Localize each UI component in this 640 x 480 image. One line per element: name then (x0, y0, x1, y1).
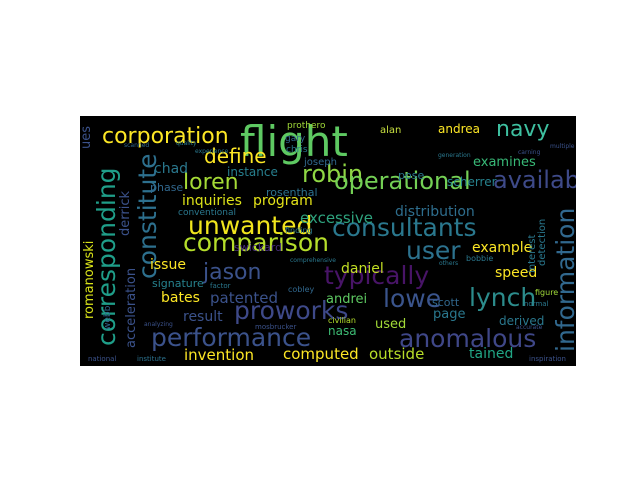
word-webb: webb (103, 305, 113, 330)
word-others: others (439, 260, 458, 267)
word-lynch: lynch (469, 283, 536, 312)
word-mosbrucker: mosbrucker (255, 323, 296, 331)
word-performance: performance (151, 323, 311, 352)
word-analyzing: analyzing (144, 321, 173, 328)
word-prothero: prothero (287, 121, 326, 131)
word-ues: ues (80, 126, 94, 149)
word-define: define (204, 144, 267, 168)
word-inquiries: inquiries (182, 193, 242, 209)
word-scanned: scanned (124, 142, 149, 149)
word-tained: tained (469, 346, 513, 362)
word-andrei: andrei (326, 292, 367, 307)
word-outside: outside (369, 345, 424, 363)
word-cloud-canvas: flight corporation navy andrea alan prothero d… (80, 117, 576, 364)
word-typically: typically (324, 261, 429, 290)
word-pose: pose (398, 169, 424, 182)
word-navy: navy (496, 117, 549, 142)
word-nasa: nasa (328, 324, 357, 338)
word-used: used (375, 317, 406, 332)
word-comparison: comparison (183, 228, 329, 257)
word-derrick: derrick (118, 191, 133, 236)
word-gary: gary (285, 134, 306, 144)
word-cloud: flight corporation navy andrea alan prothero d… (80, 116, 576, 366)
word-loren: loren (183, 170, 239, 195)
word-daniel: daniel (341, 261, 384, 277)
word-detection: detection (537, 219, 548, 266)
word-corporation: corporation (102, 124, 229, 149)
word-excessive: excessive (300, 209, 373, 227)
word-derived: derived (499, 314, 544, 328)
word-proworks: proworks (234, 296, 348, 325)
word-anomalous: anomalous (399, 324, 536, 353)
word-result: result (183, 309, 223, 325)
word-romanowski: romanowski (82, 241, 97, 319)
word-instance: instance (227, 165, 278, 179)
word-normal: normal (524, 300, 549, 308)
word-chad: chad (154, 161, 188, 177)
word-civilian: civilian (328, 316, 356, 325)
word-invention: invention (184, 346, 254, 364)
word-issue: issue (150, 257, 186, 273)
word-rosenthal: rosenthal (266, 186, 318, 199)
word-available: available (493, 166, 576, 194)
word-bobbie: bobbie (466, 254, 493, 263)
word-comprehensive: comprehensive (290, 257, 336, 264)
word-user: user (406, 236, 461, 265)
word-lowe: lowe (383, 284, 441, 313)
word-phase: phase (150, 181, 183, 194)
word-constitute: constitute (133, 154, 162, 280)
word-operational: operational (334, 167, 471, 195)
word-chris: chris (286, 145, 308, 155)
word-unwanted: unwanted (188, 211, 312, 240)
word-interest: interest (527, 235, 538, 273)
word-figure: figure (535, 288, 558, 297)
word-carning: carning (518, 149, 541, 156)
word-quality: quality (176, 140, 197, 147)
word-program: program (253, 193, 313, 209)
word-example: example (472, 240, 532, 256)
word-acceleration: acceleration (124, 268, 139, 348)
word-patented: patented (210, 289, 278, 307)
word-national: national (88, 355, 116, 363)
word-jason: jason (202, 260, 261, 285)
word-page: page (433, 307, 465, 322)
word-information: information (551, 208, 576, 352)
word-cobley: cobley (288, 285, 315, 294)
word-inspiration: inspiration (529, 355, 566, 363)
word-factor: factor (210, 282, 231, 290)
word-consultants: consultants (332, 213, 477, 242)
word-joseph: joseph (303, 157, 337, 168)
word-robin: robin (302, 160, 363, 188)
word-multiple: multiple (550, 143, 575, 150)
word-corresponding: corresponding (92, 167, 121, 346)
word-andrea: andrea (438, 122, 480, 136)
word-speed: speed (495, 265, 537, 281)
word-swickard: swickard (234, 241, 282, 254)
word-institute: institute (137, 355, 166, 363)
word-alan: alan (380, 125, 401, 136)
word-bates: bates (161, 290, 200, 306)
word-signature: signature (152, 277, 204, 290)
word-scott: scott (432, 296, 460, 309)
word-conventional: conventional (178, 208, 236, 218)
word-computed: computed (283, 345, 359, 363)
word-finding: finding (285, 226, 313, 235)
word-scherrer: scherrer (447, 175, 497, 189)
word-experience: experience (195, 148, 229, 155)
word-distribution: distribution (395, 204, 475, 220)
word-generation: generation (438, 152, 471, 159)
word-flight: flight (240, 117, 348, 166)
word-examines: examines (473, 155, 536, 170)
word-accurate: accurate (516, 324, 543, 331)
